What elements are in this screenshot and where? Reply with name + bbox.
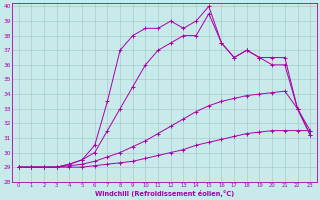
X-axis label: Windchill (Refroidissement éolien,°C): Windchill (Refroidissement éolien,°C) bbox=[95, 190, 234, 197]
